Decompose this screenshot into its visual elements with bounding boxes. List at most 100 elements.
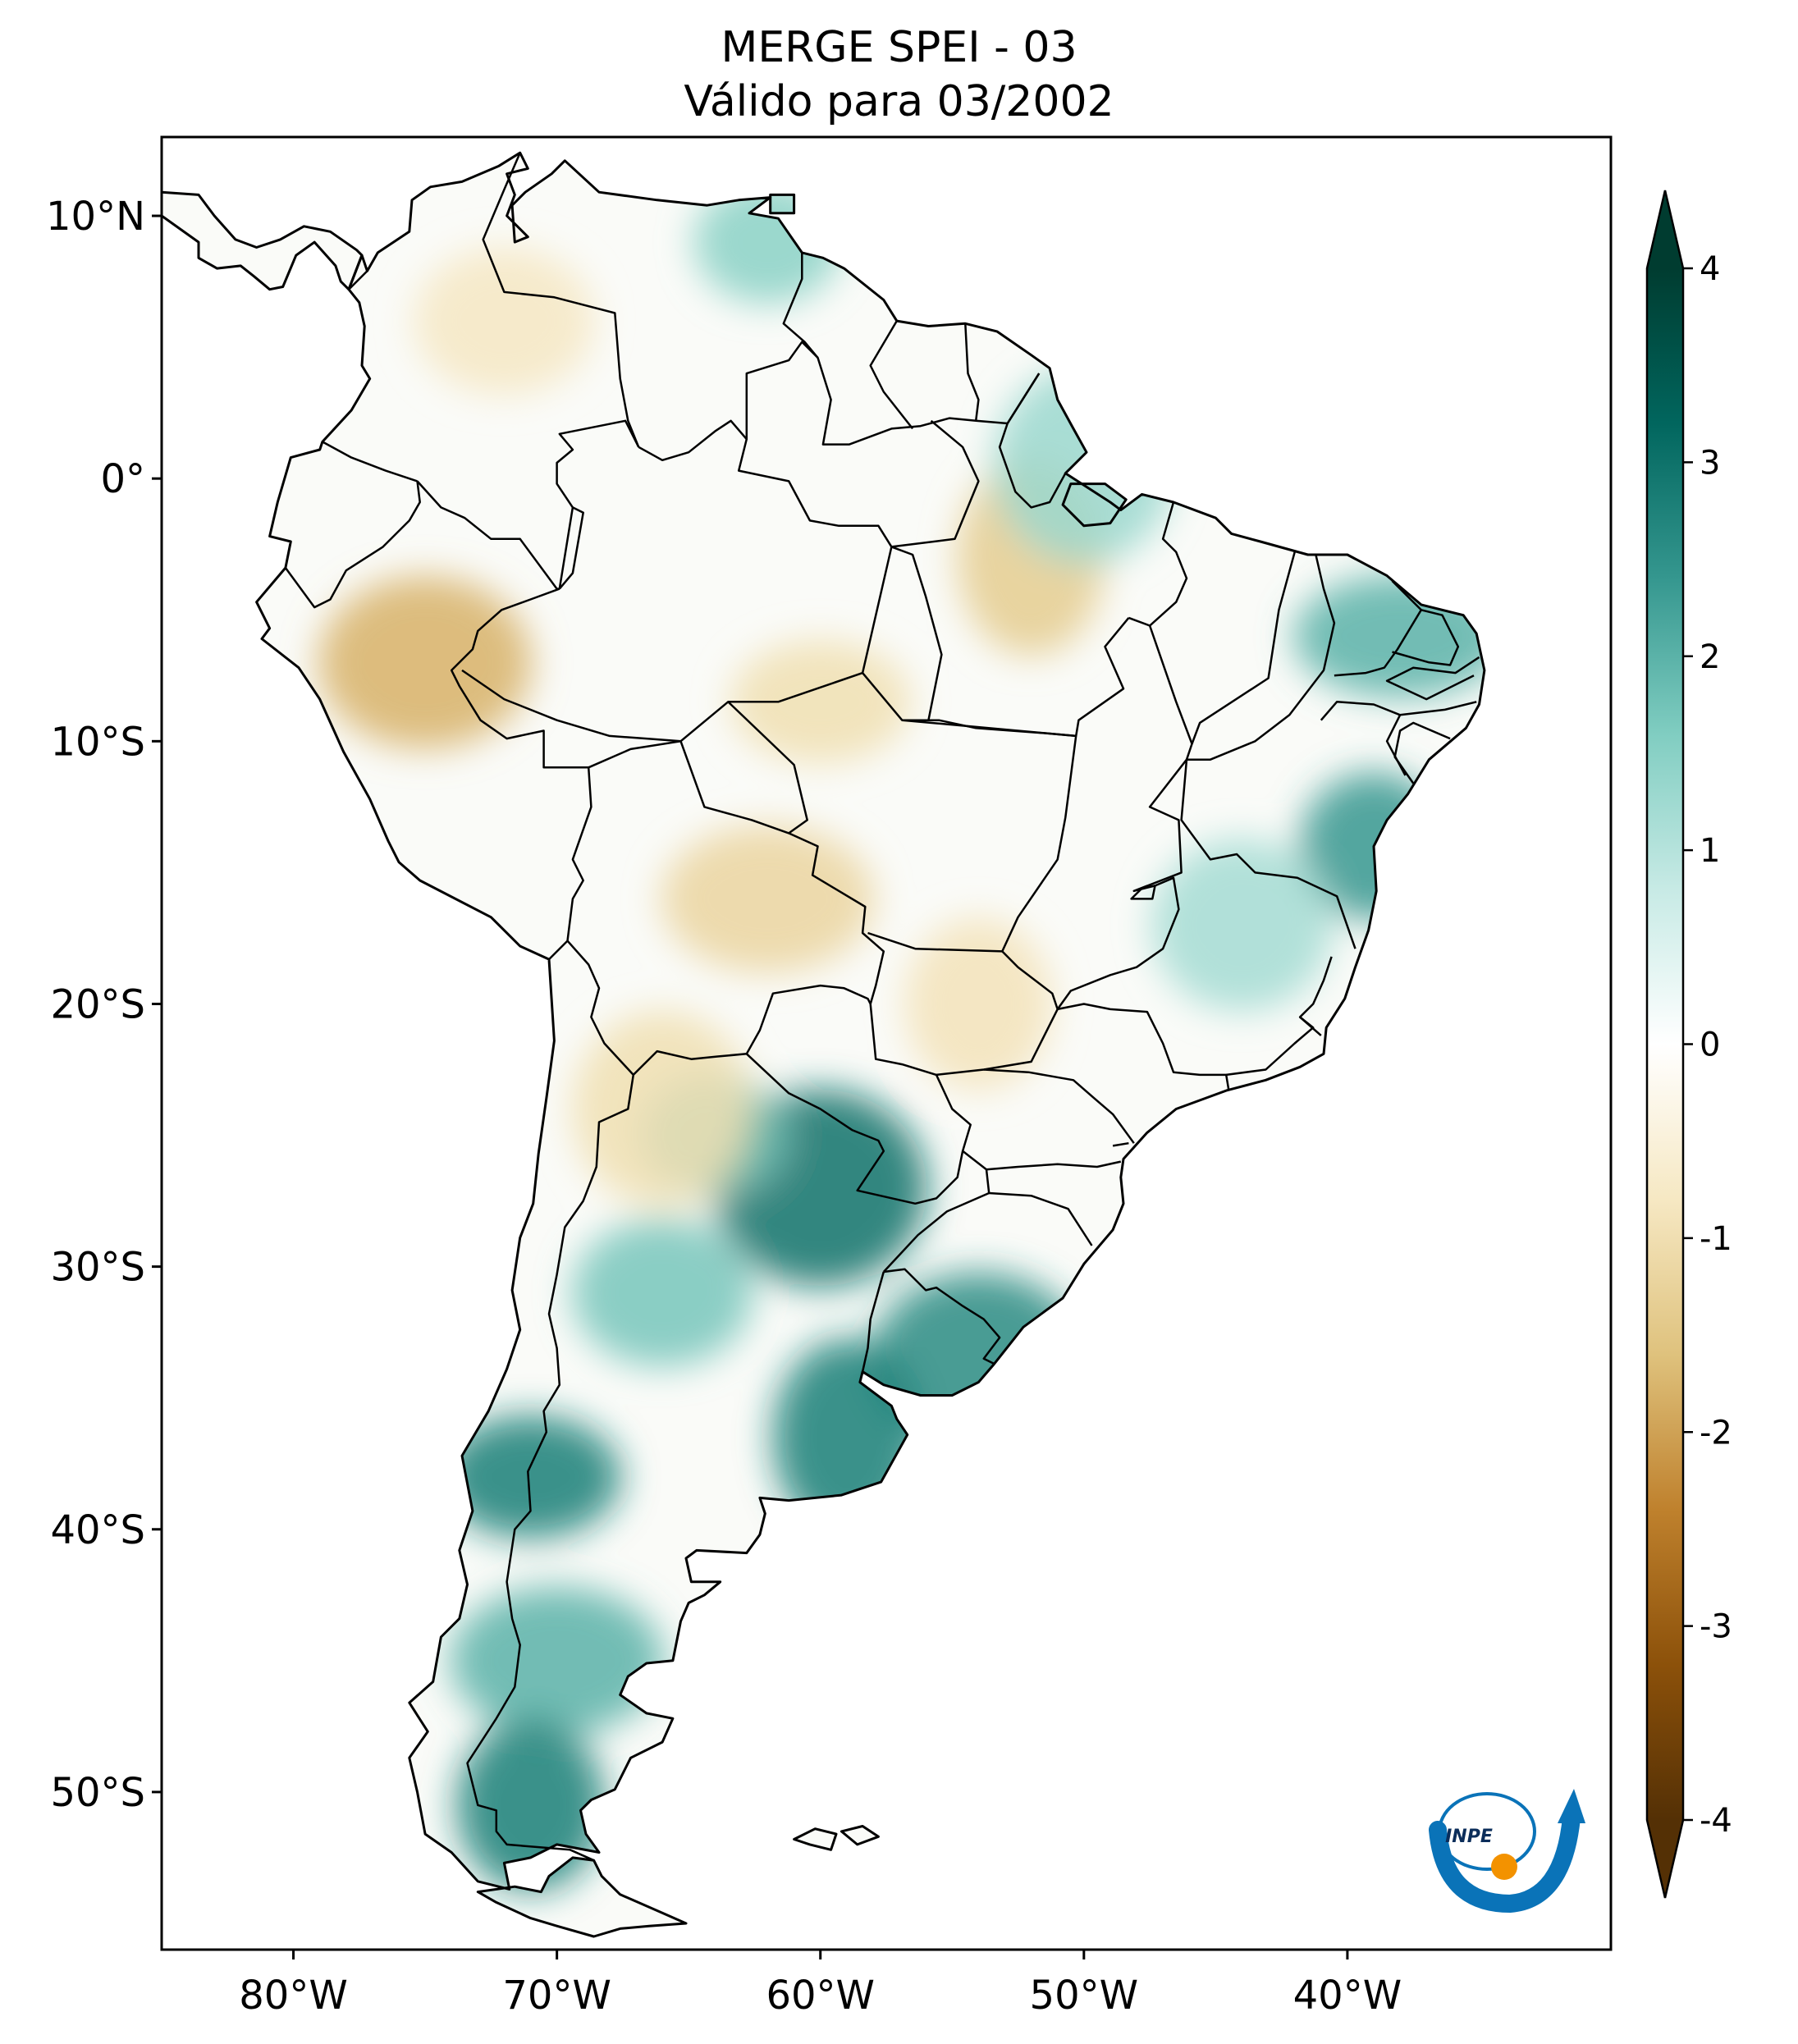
border-21 <box>861 419 980 674</box>
border-40 <box>1385 714 1407 776</box>
border-23 <box>737 438 893 548</box>
border-22 <box>998 373 1067 509</box>
border-31 <box>1128 616 1193 893</box>
lon-tick-label: 50°W <box>1030 1973 1139 2019</box>
colorbar-tick-label: 4 <box>1700 250 1720 288</box>
border-2 <box>782 252 1041 446</box>
border-30 <box>1074 617 1130 737</box>
spei-anomaly-4 <box>730 640 911 764</box>
map-subtitle: Válido para 03/2002 <box>684 77 1114 126</box>
spei-anomaly-6 <box>904 917 1053 1091</box>
lat-tick-label: 10°N <box>46 194 145 240</box>
spei-anomaly-19 <box>572 1010 753 1208</box>
border-42 <box>1056 876 1180 1010</box>
border-32 <box>1149 501 1188 627</box>
colorbar-tick-label: 1 <box>1700 832 1720 870</box>
spei-anomaly-16 <box>440 1415 621 1539</box>
spei-anomaly-14 <box>872 1272 1086 1445</box>
colorbar-tick-label: -3 <box>1700 1608 1732 1646</box>
lon-tick-label: 70°W <box>502 1973 611 2019</box>
border-25 <box>890 546 943 720</box>
colorbar-extend-max <box>1647 190 1683 268</box>
border-48 <box>989 1191 1093 1246</box>
longitude-ticks: 80°W 70°W 60°W 50°W 40°W <box>239 1950 1402 2019</box>
border-43 <box>1057 1003 1230 1091</box>
border-10 <box>450 588 589 769</box>
border-35 <box>1334 580 1423 677</box>
lat-tick-label: 30°S <box>50 1245 145 1291</box>
spei-anomaly-7 <box>993 367 1174 565</box>
colorbar-tick-label: 3 <box>1700 444 1720 482</box>
border-37 <box>1385 656 1480 701</box>
colorbar-tick-label: 2 <box>1700 638 1720 676</box>
spei-anomaly-2 <box>318 576 533 749</box>
logo-arrow-icon <box>1558 1789 1585 1823</box>
lat-tick-label: 40°S <box>50 1507 145 1553</box>
colorbar: 4 3 2 1 0 -1 -2 -3 -4 <box>1645 190 1732 1899</box>
border-36 <box>1392 609 1460 666</box>
spei-anomaly-15 <box>772 1338 921 1536</box>
border-5 <box>638 341 819 462</box>
spei-anomaly-5 <box>661 825 875 973</box>
coastline-0 <box>255 151 1486 1891</box>
spei-anomaly-17 <box>450 1586 664 1735</box>
border-33 <box>1191 551 1296 744</box>
border-50 <box>1130 885 1156 900</box>
lon-tick-label: 40°W <box>1293 1973 1402 2019</box>
border-28 <box>936 735 1077 1077</box>
colorbar-extend-min <box>1647 1820 1683 1898</box>
border-11 <box>461 669 681 743</box>
border-8 <box>284 481 421 609</box>
border-6 <box>556 419 640 589</box>
coastline-5 <box>769 193 796 215</box>
border-34 <box>1187 554 1336 761</box>
colorbar-gradient <box>1647 268 1683 1820</box>
logo-swoosh <box>1429 1809 1581 1914</box>
border-20 <box>679 671 1077 743</box>
border-24 <box>558 506 584 590</box>
inpe-logo: INPE <box>1429 1789 1585 1914</box>
country-borders <box>162 151 1486 1938</box>
border-3 <box>869 320 914 430</box>
border-15 <box>632 984 872 1076</box>
coastline-3 <box>793 1827 838 1851</box>
logo-text: INPE <box>1445 1827 1493 1847</box>
border-29 <box>867 931 1003 953</box>
lon-tick-label: 80°W <box>239 1973 348 2019</box>
map-title: MERGE SPEI - 03 <box>721 23 1077 72</box>
lat-tick-label: 50°S <box>50 1770 145 1816</box>
map-frame <box>160 135 1613 1951</box>
latitude-ticks: 10°N 0° 10°S 20°S 30°S 40°S 50°S <box>46 194 162 1816</box>
spei-anomaly-1 <box>414 247 595 396</box>
border-0 <box>348 254 368 290</box>
border-41 <box>1180 759 1357 949</box>
lat-tick-label: 20°S <box>50 981 145 1027</box>
border-18 <box>883 1268 1001 1365</box>
lat-tick-label: 10°S <box>50 719 145 765</box>
border-26 <box>727 701 808 835</box>
lon-tick-label: 60°W <box>766 1973 875 2019</box>
logo-sun-icon <box>1491 1854 1517 1880</box>
border-47 <box>986 1160 1122 1171</box>
border-45 <box>1298 956 1333 1036</box>
border-1 <box>482 152 640 448</box>
colorbar-tick-label: 0 <box>1700 1027 1720 1064</box>
coastline-2 <box>476 1856 688 1938</box>
border-16 <box>745 1004 972 1205</box>
border-46 <box>983 1068 1135 1144</box>
spei-anomaly-13 <box>572 1219 753 1367</box>
border-38 <box>1320 701 1477 721</box>
coastline-6 <box>1061 482 1128 528</box>
colorbar-tick-label: -4 <box>1700 1802 1732 1840</box>
colorbar-tick-label: -1 <box>1700 1220 1732 1258</box>
border-7 <box>322 441 418 482</box>
lat-tick-label: 0° <box>100 456 145 502</box>
border-49 <box>1112 1141 1129 1147</box>
border-17 <box>882 1150 991 1273</box>
coastline-1 <box>162 190 364 291</box>
border-14 <box>466 940 635 1862</box>
border-19 <box>861 1271 885 1372</box>
map-area <box>162 151 1486 1938</box>
border-27 <box>902 719 1077 738</box>
